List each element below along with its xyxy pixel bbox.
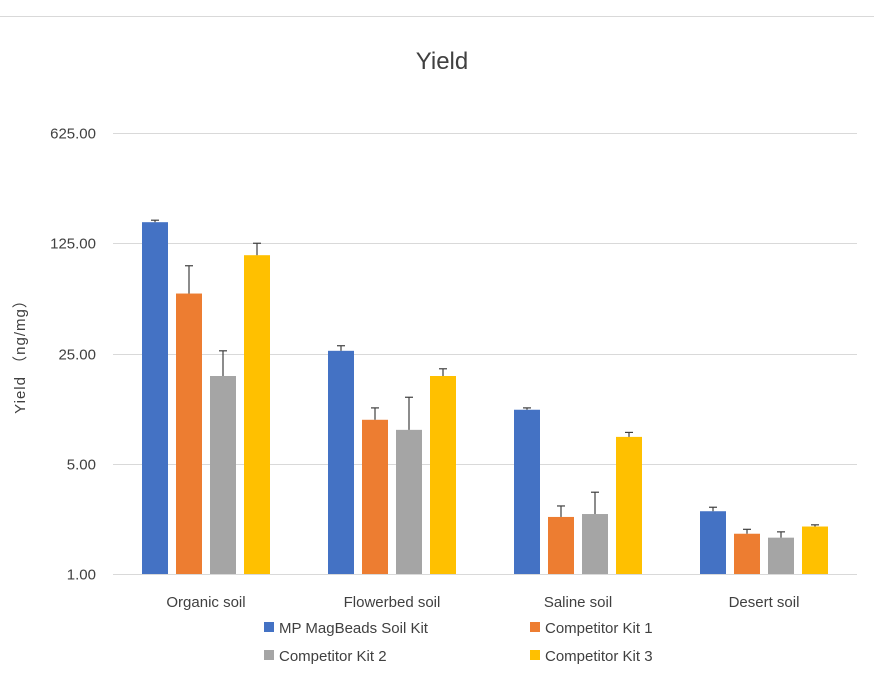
bar xyxy=(768,537,794,574)
bars xyxy=(142,222,828,574)
bar xyxy=(176,293,202,574)
legend-swatch xyxy=(264,622,274,632)
bar xyxy=(244,255,270,574)
chart-title: Yield xyxy=(416,48,468,75)
bar xyxy=(396,429,422,574)
bar xyxy=(700,511,726,574)
bar xyxy=(430,376,456,574)
top-border xyxy=(0,16,874,17)
y-tick-label: 25.00 xyxy=(58,347,96,364)
bar xyxy=(362,419,388,574)
gridlines xyxy=(113,133,857,575)
legend: MP MagBeads Soil Kit Competitor Kit 1 Comp… xyxy=(264,620,653,665)
x-tick-labels: Organic soil Flowerbed soil Saline soil Des… xyxy=(166,594,799,611)
y-tick-labels: 1.00 5.00 25.00 125.00 625.00 xyxy=(50,126,96,584)
error-bars xyxy=(151,219,819,538)
bar xyxy=(210,376,236,574)
y-tick-label: 1.00 xyxy=(67,567,96,584)
y-tick-label: 625.00 xyxy=(50,126,96,143)
x-tick-label: Saline soil xyxy=(544,594,612,611)
x-tick-label: Desert soil xyxy=(729,594,800,611)
legend-label: Competitor Kit 3 xyxy=(545,648,653,665)
bar xyxy=(142,222,168,574)
bar xyxy=(328,350,354,574)
y-tick-label: 5.00 xyxy=(67,457,96,474)
legend-swatch xyxy=(264,650,274,660)
x-tick-label: Organic soil xyxy=(166,594,245,611)
x-tick-label: Flowerbed soil xyxy=(344,594,441,611)
legend-label: Competitor Kit 1 xyxy=(545,620,653,637)
bar xyxy=(734,533,760,574)
bar xyxy=(616,436,642,574)
y-tick-label: 125.00 xyxy=(50,236,96,253)
legend-label: MP MagBeads Soil Kit xyxy=(279,620,429,637)
bar xyxy=(514,409,540,574)
y-axis-label: Yield （ng/mg） xyxy=(12,292,29,414)
legend-label: Competitor Kit 2 xyxy=(279,648,387,665)
legend-swatch xyxy=(530,650,540,660)
legend-swatch xyxy=(530,622,540,632)
bar xyxy=(802,526,828,574)
bar xyxy=(548,516,574,574)
bar xyxy=(582,514,608,574)
